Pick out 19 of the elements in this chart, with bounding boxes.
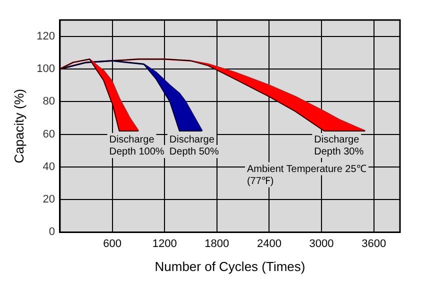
y-axis-title: Capacity (%) [11,88,26,164]
annotation: Ambient Temperature 25℃ (77℉) [246,164,366,188]
x-tick-label: 1200 [152,238,177,250]
y-tick-label: 60 [42,128,55,140]
series-label: Discharge Depth 100% [109,134,164,158]
series-label: Discharge Depth 50% [169,134,219,158]
y-tick-label: 0 [48,226,55,238]
x-tick-label: 2400 [256,238,282,250]
x-tick-label: 1800 [204,238,230,250]
x-tick-label: 3600 [362,238,386,250]
y-tick-label: 80 [42,96,55,108]
y-tick-label: 100 [36,63,55,75]
y-tick-label: 20 [42,194,55,206]
y-tick-label: 120 [36,30,55,42]
x-tick-label: 3000 [309,238,334,250]
x-axis-title: Number of Cycles (Times) [154,258,306,274]
series-label: Discharge Depth 30% [314,134,364,158]
x-tick-label: 600 [103,238,122,250]
y-tick-label: 40 [42,160,55,173]
